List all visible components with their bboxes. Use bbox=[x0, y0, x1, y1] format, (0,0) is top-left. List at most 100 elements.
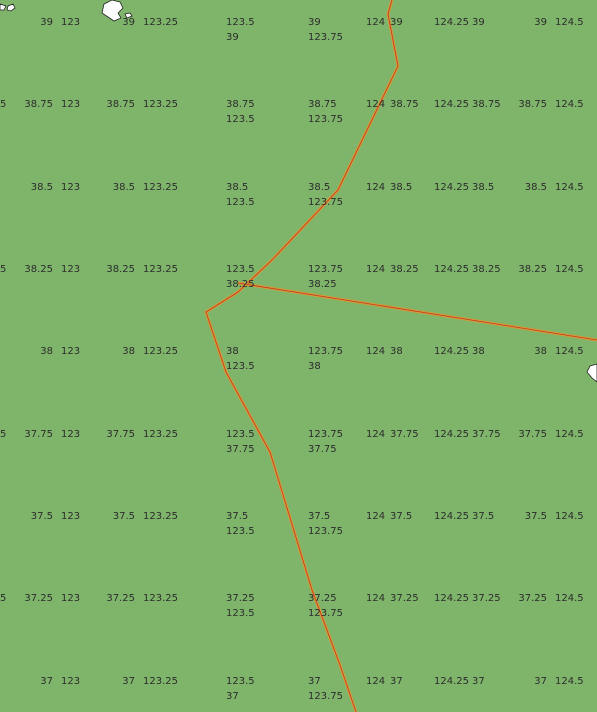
grid-label-line: 38.75 bbox=[308, 99, 337, 110]
grid-label-line: 124 bbox=[366, 429, 386, 440]
boundary-line-branch-inner bbox=[237, 282, 597, 341]
grid-label-line: 124.25 bbox=[434, 676, 469, 687]
grid-label: 38.75 123.5 bbox=[226, 97, 255, 127]
boundary-line-main-inner bbox=[205, 0, 399, 712]
grid-label: 38.5 bbox=[525, 180, 547, 195]
grid-label-line: 124.25 bbox=[434, 17, 469, 28]
grid-label-line: 38.75 bbox=[472, 99, 501, 110]
grid-label-line: 39 bbox=[390, 17, 403, 28]
grid-label: 124.25 bbox=[434, 427, 469, 442]
grid-label: 38.5 123.5 bbox=[226, 180, 255, 210]
grid-label: 38.75 123.75 bbox=[308, 97, 343, 127]
grid-label-line: 37 bbox=[308, 676, 321, 687]
grid-label: 38.25 bbox=[472, 262, 501, 277]
grid-label: 124.25 bbox=[434, 97, 469, 112]
grid-label: 38 bbox=[472, 344, 485, 359]
grid-label-line: 123.75 bbox=[308, 526, 343, 537]
grid-label-line: 37.25 bbox=[106, 593, 135, 604]
grid-label-line: 124.25 bbox=[434, 264, 469, 275]
grid-label-line: 39 bbox=[472, 17, 485, 28]
grid-label-line: 37.75 bbox=[308, 444, 337, 455]
grid-label-line: 124 bbox=[366, 264, 386, 275]
grid-label-line: 123 bbox=[61, 593, 81, 604]
grid-label: 124.25 bbox=[434, 262, 469, 277]
grid-label: 38 bbox=[40, 344, 53, 359]
grid-label-line: 38.25 bbox=[308, 279, 337, 290]
grid-label-line: 39 bbox=[40, 17, 53, 28]
grid-label-line: 39 bbox=[308, 17, 321, 28]
grid-label-line: 123.75 bbox=[308, 346, 343, 357]
grid-label: 123 bbox=[61, 427, 80, 442]
grid-label: 124.5 bbox=[555, 15, 584, 30]
grid-label-line: 38.5 bbox=[308, 182, 331, 193]
grid-label: 123.25 bbox=[143, 262, 178, 277]
grid-label-line: 5 bbox=[0, 593, 7, 604]
grid-label-line: 38.25 bbox=[106, 264, 135, 275]
grid-label-line: 37.75 bbox=[390, 429, 419, 440]
grid-label-line: 38.75 bbox=[106, 99, 135, 110]
grid-label: 38.5 bbox=[390, 180, 412, 195]
grid-label: 38.5 bbox=[472, 180, 494, 195]
grid-label: 124 bbox=[366, 180, 385, 195]
grid-label: 123.25 bbox=[143, 674, 178, 689]
grid-label-line: 37.5 bbox=[390, 511, 413, 522]
grid-label: 123.25 bbox=[143, 591, 178, 606]
grid-label-line: 37.5 bbox=[30, 511, 53, 522]
grid-label: 38.5 123.75 bbox=[308, 180, 343, 210]
grid-label: 38 bbox=[122, 344, 135, 359]
grid-label: 123.25 bbox=[143, 427, 178, 442]
grid-label-line: 37.25 bbox=[226, 593, 255, 604]
grid-label: 124 bbox=[366, 591, 385, 606]
boundary-lines bbox=[204, 0, 597, 712]
grid-label-line: 123.5 bbox=[226, 361, 255, 372]
grid-label-line: 39 bbox=[226, 32, 239, 43]
grid-label-line: 37.25 bbox=[390, 593, 419, 604]
grid-label-line: 123.75 bbox=[308, 264, 343, 275]
grid-label: 38.75 bbox=[106, 97, 135, 112]
grid-label: 123.25 bbox=[143, 509, 178, 524]
grid-label-line: 123.25 bbox=[143, 593, 178, 604]
grid-label: 38.5 bbox=[113, 180, 135, 195]
grid-label: 38 bbox=[534, 344, 547, 359]
grid-label-line: 124.25 bbox=[434, 99, 469, 110]
grid-label-line: 123 bbox=[61, 182, 81, 193]
grid-label: 123 bbox=[61, 344, 80, 359]
grid-label: 123.75 38 bbox=[308, 344, 343, 374]
grid-label: 123.75 38.25 bbox=[308, 262, 343, 292]
grid-label: 37.25 bbox=[106, 591, 135, 606]
grid-label: 123.25 bbox=[143, 180, 178, 195]
grid-label-line: 123.25 bbox=[143, 264, 178, 275]
grid-label: 37.75 bbox=[24, 427, 53, 442]
grid-label-line: 124.5 bbox=[555, 264, 584, 275]
grid-label: 37 bbox=[122, 674, 135, 689]
grid-label: 38.5 bbox=[31, 180, 53, 195]
grid-label-line: 123 bbox=[61, 17, 81, 28]
grid-label-line: 124.5 bbox=[555, 99, 584, 110]
grid-label-line: 123.5 bbox=[226, 608, 255, 619]
island-top-small bbox=[124, 12, 133, 19]
grid-label-line: 37.25 bbox=[518, 593, 547, 604]
grid-label: 38 123.5 bbox=[226, 344, 255, 374]
grid-label: 124.25 bbox=[434, 15, 469, 30]
grid-label-line: 37 bbox=[226, 691, 239, 702]
island-right bbox=[586, 363, 597, 383]
grid-label-line: 5 bbox=[0, 99, 7, 110]
grid-label-line: 123.5 bbox=[226, 197, 255, 208]
grid-label-line: 37.5 bbox=[524, 511, 547, 522]
grid-label-line: 124.5 bbox=[555, 511, 584, 522]
grid-label-line: 38 bbox=[390, 346, 403, 357]
grid-label: 37.25 123.75 bbox=[308, 591, 343, 621]
grid-label: 38 bbox=[390, 344, 403, 359]
grid-label: 39 bbox=[122, 15, 135, 30]
grid-label-line: 123.75 bbox=[308, 32, 343, 43]
grid-label: 38.75 bbox=[390, 97, 419, 112]
grid-label-line: 38.5 bbox=[112, 182, 135, 193]
grid-label-line: 38.25 bbox=[24, 264, 53, 275]
grid-label: 37.25 bbox=[390, 591, 419, 606]
grid-label: 38.25 bbox=[390, 262, 419, 277]
grid-label-line: 38.5 bbox=[524, 182, 547, 193]
grid-label-line: 37.5 bbox=[226, 511, 249, 522]
grid-label: 124.5 bbox=[555, 180, 584, 195]
grid-label-line: 38.5 bbox=[390, 182, 413, 193]
